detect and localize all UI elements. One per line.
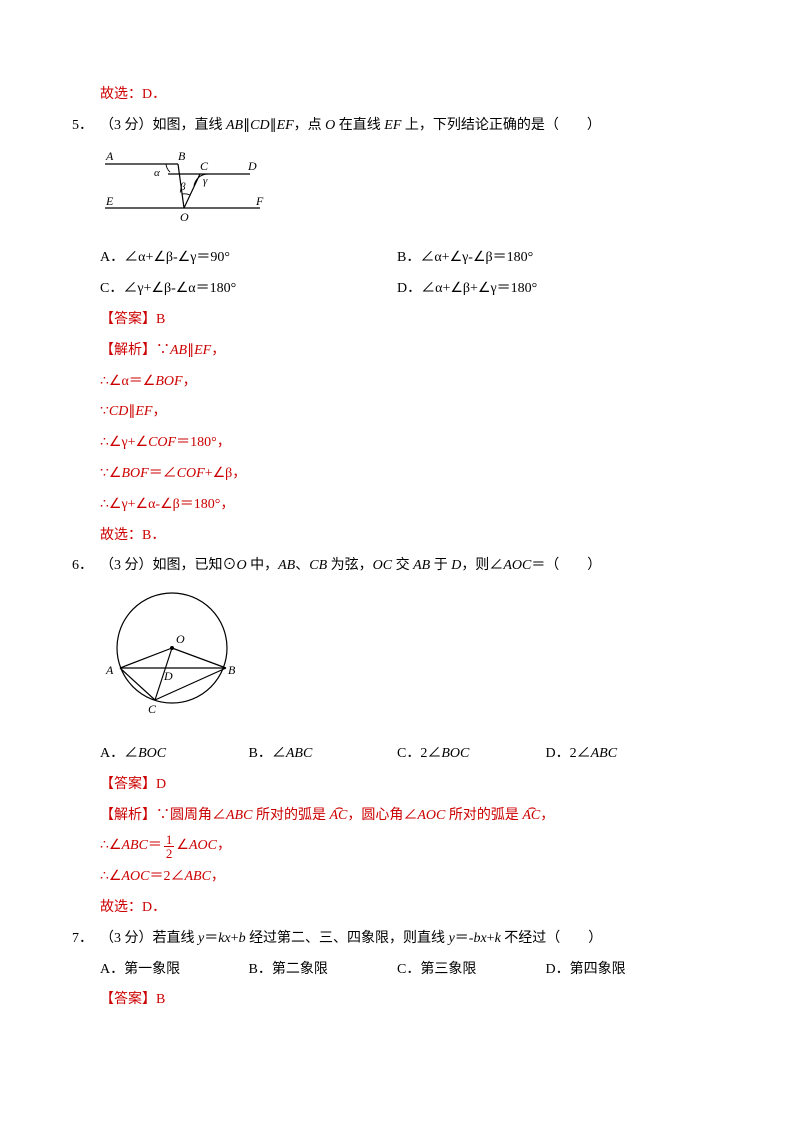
- q6-select: 故选：D．: [100, 893, 694, 924]
- svg-text:C: C: [200, 159, 209, 173]
- svg-text:C: C: [148, 702, 157, 716]
- svg-text:D: D: [163, 669, 173, 683]
- svg-text:γ: γ: [203, 175, 208, 187]
- q6-exp2: ∴∠ABC＝12∠AOC，: [100, 831, 694, 862]
- q6-stem: 6． （3 分）如图，已知⊙O 中，AB、CB 为弦，OC 交 AB 于 D，则…: [100, 551, 694, 582]
- svg-text:A: A: [105, 149, 114, 163]
- q6-opt-a: A．∠BOC: [100, 739, 249, 770]
- q5-opt-c: C．∠γ+∠β-∠α＝180°: [100, 274, 397, 305]
- svg-text:D: D: [247, 159, 257, 173]
- svg-text:F: F: [255, 194, 264, 208]
- q5-ef2: EF: [384, 118, 401, 133]
- q6-opt-b: B．∠ABC: [249, 739, 398, 770]
- q5-exp5: ∵∠BOF＝∠COF+∠β，: [100, 459, 694, 490]
- svg-text:O: O: [180, 210, 189, 223]
- q5-exp6: ∴∠γ+∠α-∠β＝180°，: [100, 490, 694, 521]
- q7-answer: 【答案】B: [100, 985, 694, 1016]
- prev-answer-select: 故选：D．: [100, 80, 694, 111]
- q6-answer: 【答案】D: [100, 770, 694, 801]
- q7-num: 7．: [72, 924, 100, 955]
- q5-opt-a: A．∠α+∠β-∠γ＝90°: [100, 243, 397, 274]
- q6-opt-c: C．2∠BOC: [397, 739, 546, 770]
- q5-answer: 【答案】B: [100, 305, 694, 336]
- svg-text:β: β: [179, 181, 186, 193]
- q5-t1: （3 分）如图，直线: [100, 118, 226, 133]
- q6-exp1: 【解析】∵圆周角∠ABC 所对的弧是 AC，圆心角∠AOC 所对的弧是 AC，: [100, 801, 694, 832]
- q5-ef: EF: [277, 118, 294, 133]
- q5-select: 故选：B．: [100, 521, 694, 552]
- q5-stem: 5． （3 分）如图，直线 AB∥CD∥EF，点 O 在直线 EF 上，下列结论…: [100, 111, 694, 142]
- q5-cd: CD: [250, 118, 269, 133]
- svg-text:O: O: [176, 632, 185, 646]
- svg-text:B: B: [228, 663, 236, 677]
- q6-opt-d: D．2∠ABC: [546, 739, 695, 770]
- svg-text:A: A: [105, 663, 114, 677]
- q5-options-row1: A．∠α+∠β-∠γ＝90° B．∠α+∠γ-∠β＝180°: [100, 243, 694, 274]
- svg-text:α: α: [154, 167, 160, 179]
- q5-exp3: ∵CD∥EF，: [100, 397, 694, 428]
- q5-opt-d: D．∠α+∠β+∠γ＝180°: [397, 274, 694, 305]
- q5-t4: 上，下列结论正确的是（ ）: [401, 118, 601, 133]
- q5-exp2: ∴∠α＝∠BOF，: [100, 367, 694, 398]
- q5-o: O: [325, 118, 335, 133]
- q5-num: 5．: [72, 111, 100, 142]
- q5-p2: ∥: [270, 118, 277, 133]
- q7-options: A．第一象限 B．第二象限 C．第三象限 D．第四象限: [100, 955, 694, 986]
- q6-options: A．∠BOC B．∠ABC C．2∠BOC D．2∠ABC: [100, 739, 694, 770]
- q6-exp3: ∴∠AOC＝2∠ABC，: [100, 862, 694, 893]
- svg-text:B: B: [178, 149, 186, 163]
- q5-ab: AB: [226, 118, 243, 133]
- q5-exp4: ∴∠γ+∠COF＝180°，: [100, 428, 694, 459]
- q5-options-row2: C．∠γ+∠β-∠α＝180° D．∠α+∠β+∠γ＝180°: [100, 274, 694, 305]
- q7-opt-b: B．第二象限: [249, 955, 398, 986]
- q7-opt-a: A．第一象限: [100, 955, 249, 986]
- q7-opt-d: D．第四象限: [546, 955, 695, 986]
- q5-t2: ，点: [294, 118, 326, 133]
- q5-opt-b: B．∠α+∠γ-∠β＝180°: [397, 243, 694, 274]
- q6-figure: O A B C D: [100, 588, 694, 731]
- q5-figure: A B C D E F O α β γ: [100, 148, 694, 236]
- q6-num: 6．: [72, 551, 100, 582]
- q7-opt-c: C．第三象限: [397, 955, 546, 986]
- q5-t3: 在直线: [335, 118, 384, 133]
- svg-text:E: E: [105, 194, 114, 208]
- q5-exp1: 【解析】∵AB∥EF，: [100, 336, 694, 367]
- q7-stem: 7． （3 分）若直线 y＝kx+b 经过第二、三、四象限，则直线 y＝-bx+…: [100, 924, 694, 955]
